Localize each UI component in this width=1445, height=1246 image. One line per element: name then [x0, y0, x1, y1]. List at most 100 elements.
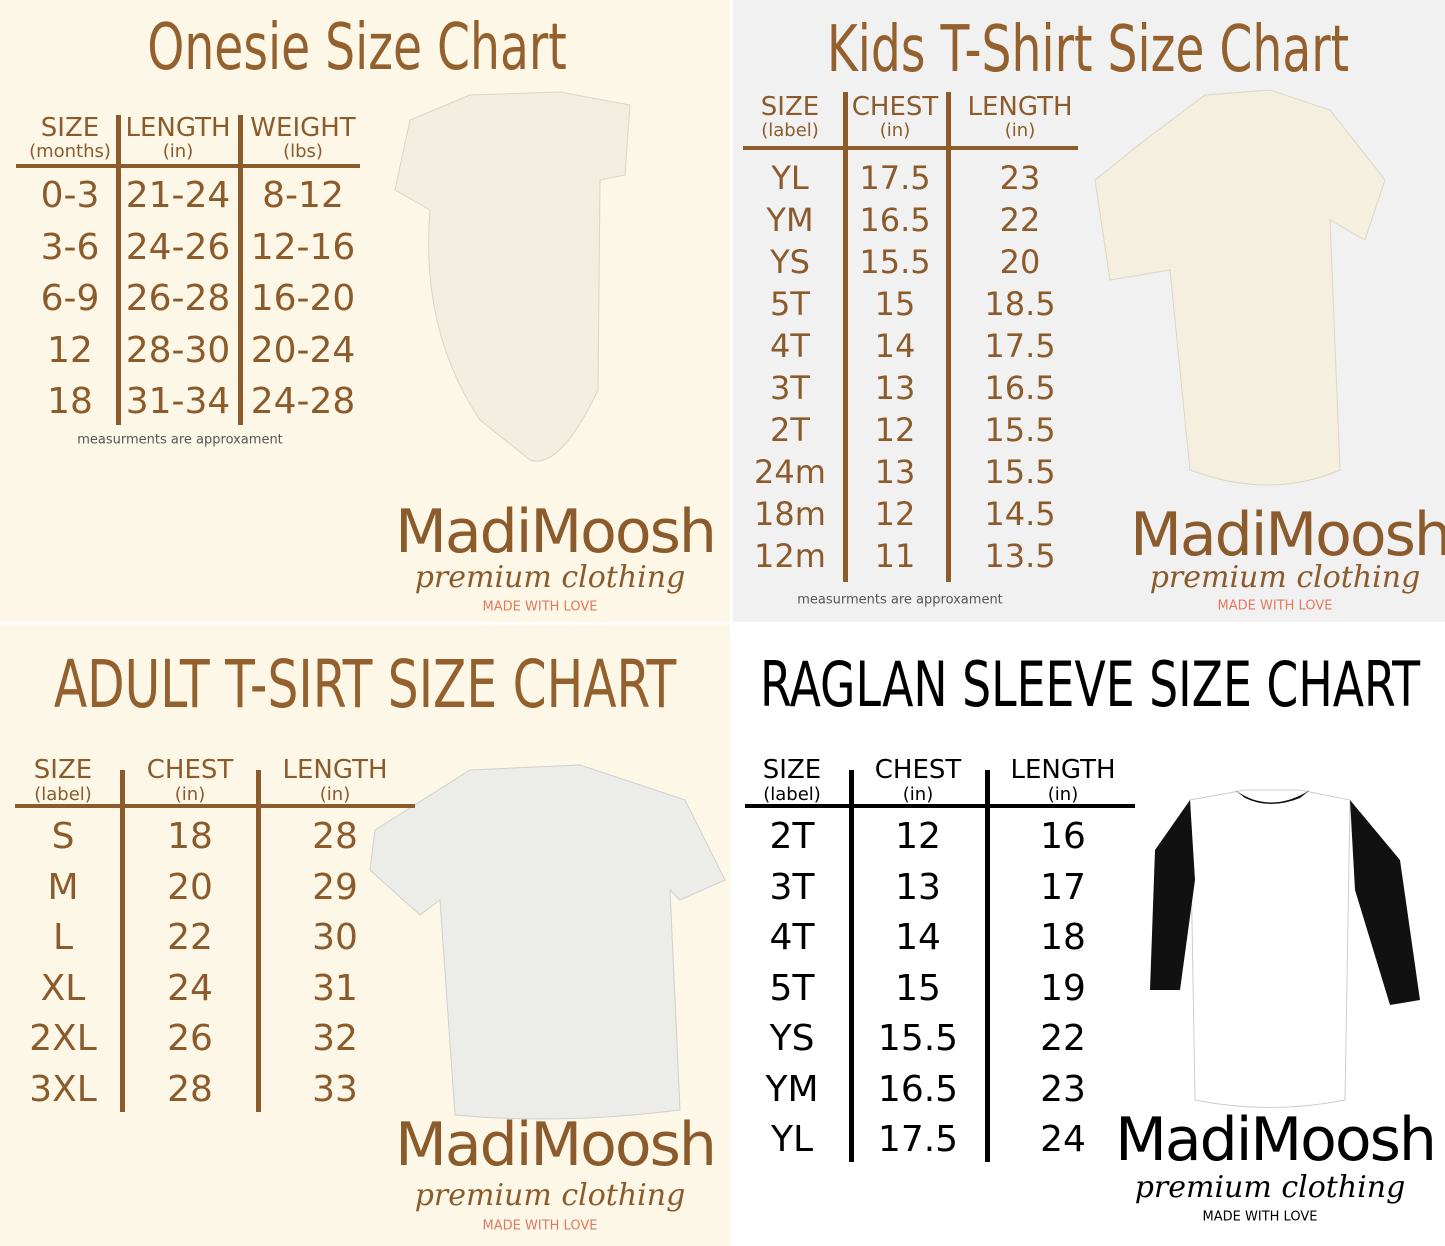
- table-cell: 17.5: [877, 1119, 959, 1160]
- column-header: WEIGHT: [250, 113, 356, 143]
- table-cell: 2T: [770, 411, 810, 449]
- table-cell: 13.5: [984, 537, 1056, 575]
- table-cell: 13: [895, 866, 941, 908]
- column-unit: (in): [162, 141, 194, 162]
- table-cell: 4T: [770, 327, 810, 365]
- column-unit: (in): [879, 120, 911, 141]
- table-cell: YS: [770, 243, 810, 281]
- table-cell: YM: [765, 1068, 819, 1110]
- table-cell: 8-12: [262, 175, 344, 216]
- column-unit: (in): [174, 784, 206, 805]
- table-cell: 12: [874, 411, 916, 449]
- column-header: CHEST: [874, 755, 962, 785]
- table-cell: YL: [770, 1119, 814, 1160]
- table-cell: 22: [1040, 1018, 1086, 1059]
- table-cell: 18: [47, 381, 93, 422]
- column-unit: (in): [1004, 120, 1036, 141]
- table-cell: 13: [874, 453, 916, 491]
- table-cell: 16.5: [859, 201, 931, 239]
- table-cell: 5T: [769, 967, 815, 1009]
- column-unit: (label): [763, 784, 821, 805]
- panel-title: Kids T-Shirt Size Chart: [826, 13, 1350, 87]
- table-cell: 26-28: [125, 278, 231, 319]
- rule: [256, 770, 261, 1112]
- column-header: LENGTH: [967, 92, 1073, 122]
- table-cell: 23: [1040, 1068, 1086, 1110]
- table-cell: 15.5: [984, 453, 1056, 491]
- brand-name: MadiMoosh: [395, 1110, 717, 1180]
- table-cell: 15: [874, 285, 916, 323]
- table-cell: 33: [312, 1068, 358, 1110]
- table-cell: 16-20: [250, 278, 356, 319]
- table-cell: 23: [999, 159, 1041, 197]
- footnote: measurments are approxament: [77, 432, 283, 448]
- table-cell: 14: [895, 917, 941, 958]
- table-cell: 16.5: [984, 369, 1056, 407]
- rule: [16, 164, 360, 168]
- table-cell: 18: [1040, 917, 1086, 958]
- column-header: SIZE: [762, 755, 822, 785]
- table-cell: 22: [999, 201, 1041, 239]
- brand-motto: MADE WITH LOVE: [482, 599, 598, 615]
- column-header: CHEST: [851, 92, 939, 122]
- raglan-body: [1189, 789, 1351, 1108]
- table-cell: 32: [312, 1018, 358, 1059]
- table-cell: 15.5: [877, 1018, 959, 1059]
- table-cell: 19: [1040, 967, 1086, 1009]
- table-cell: L: [52, 917, 74, 958]
- table-cell: 28: [167, 1068, 213, 1110]
- rule: [946, 92, 951, 582]
- table-cell: 0-3: [40, 175, 100, 216]
- adult-tshirt: [369, 764, 726, 1120]
- table-cell: 5T: [770, 285, 810, 323]
- brand-tagline: premium clothing: [1134, 1170, 1406, 1205]
- table-cell: 3-6: [40, 226, 100, 268]
- rule: [843, 92, 848, 582]
- table-cell: 24: [1040, 1119, 1086, 1160]
- brand-tagline: premium clothing: [1149, 560, 1421, 595]
- brand-name: MadiMoosh: [1130, 500, 1445, 570]
- table-cell: 3T: [769, 866, 815, 908]
- raglan-sleeves: [1150, 790, 1420, 1005]
- rule: [745, 804, 1135, 808]
- table-cell: 20: [999, 243, 1041, 281]
- rule: [743, 146, 1078, 150]
- table-cell: 26: [167, 1018, 213, 1059]
- table-cell: 2T: [769, 816, 815, 857]
- brand-motto: MADE WITH LOVE: [482, 1218, 598, 1234]
- table-cell: 4T: [769, 917, 815, 958]
- table-cell: 31-34: [125, 381, 231, 422]
- panel-title: Onesie Size Chart: [147, 11, 567, 85]
- table-cell: 18.5: [984, 285, 1056, 323]
- panel-title: ADULT T-SIRT SIZE CHART: [53, 646, 677, 723]
- table-cell: 24m: [754, 453, 826, 491]
- column-unit: (in): [319, 784, 351, 805]
- brand-motto: MADE WITH LOVE: [1217, 598, 1333, 614]
- table-cell: 24-28: [250, 381, 356, 422]
- footnote: measurments are approxament: [797, 592, 1003, 608]
- table-cell: 14.5: [984, 495, 1056, 533]
- column-unit: (label): [34, 784, 92, 805]
- table-cell: 12: [895, 816, 941, 857]
- table-cell: 22: [167, 917, 213, 958]
- brand-name: MadiMoosh: [395, 497, 717, 567]
- table-cell: YM: [766, 201, 814, 239]
- column-header: SIZE: [760, 92, 820, 122]
- column-unit: (label): [761, 120, 819, 141]
- rule: [116, 115, 121, 425]
- table-cell: 20: [167, 866, 213, 908]
- table-cell: 13: [874, 369, 916, 407]
- table-cell: 20-24: [250, 329, 356, 371]
- table-cell: 3T: [770, 369, 810, 407]
- onesie: [394, 91, 631, 462]
- table-cell: 30: [312, 917, 358, 958]
- table-cell: 24: [167, 967, 213, 1009]
- table-cell: 6-9: [40, 278, 100, 319]
- table-cell: 31: [312, 967, 358, 1009]
- table-cell: S: [51, 816, 75, 857]
- brand-name: MadiMoosh: [1115, 1105, 1437, 1175]
- table-cell: 16: [1040, 816, 1086, 857]
- table-cell: 17.5: [859, 159, 931, 197]
